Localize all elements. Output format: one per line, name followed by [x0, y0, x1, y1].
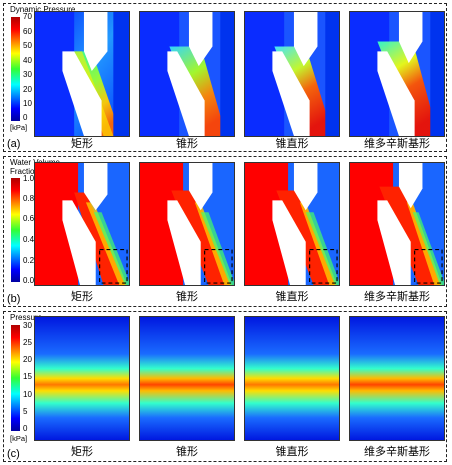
panel-letter: (b) [7, 293, 21, 305]
image-label: 锥形 [176, 446, 198, 458]
panel-b: Water Volume Fraction 1.0 0.8 0.6 0.4 0.… [3, 156, 447, 307]
colorbar-tick: 30 [23, 70, 32, 79]
image-label: 锥直形 [275, 446, 309, 458]
colorbar-tick: 40 [23, 55, 32, 65]
colorbar-tick: 60 [23, 26, 32, 36]
colorbar-tick: 5 [23, 407, 28, 416]
colorbar-title: Dynamic Pressure [10, 5, 76, 14]
panel-c: Pressure 30 25 20 15 10 5 0 [kPa] (c) [3, 311, 447, 462]
contour-image-vitoshinsky [349, 11, 445, 137]
image-label: 锥形 [176, 291, 198, 303]
colorbar-tick: 10 [23, 390, 32, 399]
colorbar-tick: 25 [23, 338, 32, 347]
colorbar-tick: 1.0 [23, 174, 35, 183]
contour-image-tapered-straight [244, 11, 340, 137]
image-label: 锥直形 [275, 138, 309, 150]
colorbar-tick: 0 [23, 113, 28, 122]
contour-image-rectangular [34, 11, 130, 137]
colorbar [11, 17, 20, 121]
colorbar-tick: 10 [23, 99, 32, 108]
image-label: 矩形 [71, 138, 93, 150]
panel-a: Dynamic Pressure 70 60 50 40 30 20 10 0 … [3, 3, 447, 152]
colorbar-tick: 0 [23, 424, 28, 433]
colorbar-tick: 30 [23, 321, 32, 330]
colorbar-tick: 0.4 [23, 235, 35, 244]
colorbar [11, 178, 20, 282]
colorbar-tick: 0.6 [23, 214, 35, 223]
image-label: 维多辛斯基形 [364, 291, 430, 303]
image-label: 矩形 [71, 291, 93, 303]
volume-fraction-image-tapered-straight [244, 162, 340, 286]
panel-letter: (a) [7, 138, 21, 150]
image-label: 锥直形 [275, 291, 309, 303]
colorbar-tick: 15 [23, 372, 32, 381]
volume-fraction-image-tapered [139, 162, 235, 286]
image-label: 维多辛斯基形 [364, 138, 430, 150]
pressure-image-tapered-straight [244, 316, 340, 441]
pressure-image-vitoshinsky [349, 316, 445, 441]
image-label: 维多辛斯基形 [364, 446, 430, 458]
volume-fraction-image-rectangular [34, 162, 130, 286]
colorbar-title: Pressure [10, 313, 43, 322]
colorbar-tick: 50 [23, 41, 32, 50]
image-label: 锥形 [176, 138, 198, 150]
colorbar-tick: 20 [23, 84, 32, 94]
volume-fraction-image-vitoshinsky [349, 162, 445, 286]
image-label: 矩形 [71, 446, 93, 458]
panel-letter: (c) [7, 448, 20, 460]
colorbar-tick: 0.0 [23, 276, 35, 285]
colorbar-tick: 20 [23, 355, 32, 364]
colorbar-unit: [kPa] [10, 434, 28, 443]
colorbar-tick: 0.8 [23, 194, 35, 203]
colorbar-tick: 0.2 [23, 256, 35, 265]
colorbar-tick: 70 [23, 12, 32, 21]
colorbar-unit: [kPa] [10, 123, 28, 132]
colorbar [11, 325, 20, 431]
pressure-image-tapered [139, 316, 235, 441]
pressure-image-rectangular [34, 316, 130, 441]
contour-image-tapered [139, 11, 235, 137]
